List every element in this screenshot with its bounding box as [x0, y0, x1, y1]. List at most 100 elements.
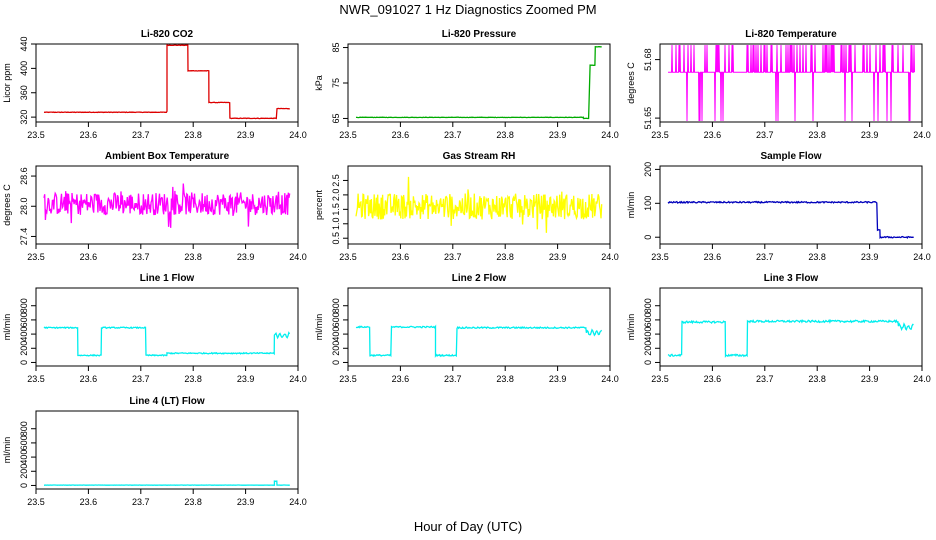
- x-tick-label: 23.6: [704, 374, 722, 384]
- x-tick-label: 23.9: [237, 130, 255, 140]
- chart-panel-10: Line 4 (LT) Flow ml/min 23.5 23.6 23.7 23.8 23…: [2, 396, 307, 507]
- x-tick-label: 24.0: [601, 252, 619, 262]
- y-tick-label: 1.0: [331, 218, 341, 231]
- y-tick-label: 400: [19, 450, 29, 465]
- x-tick-label: 23.7: [756, 374, 774, 384]
- figure-xlabel: Hour of Day (UTC): [414, 519, 522, 534]
- x-tick-label: 23.7: [756, 130, 774, 140]
- chart-panel-2: Li-820 Pressure kPa 23.5 23.6 23.7 23.8 23.9 24…: [314, 29, 619, 140]
- plot-frame: [35, 410, 299, 490]
- y-tick-label: 75: [331, 78, 341, 88]
- y-tick-label: 0: [331, 360, 341, 365]
- chart-panel-4: Ambient Box Temperature degrees C 23.5 23.6…: [2, 151, 307, 262]
- plot-frame: [35, 43, 299, 123]
- y-axis-label: percent: [314, 189, 324, 220]
- x-tick-label: 23.5: [651, 374, 669, 384]
- chart-title: Ambient Box Temperature: [105, 151, 230, 162]
- y-tick-label: 200: [643, 162, 653, 177]
- chart-title: Line 1 Flow: [140, 273, 195, 284]
- plot-frame: [347, 43, 611, 123]
- y-tick-label: 360: [19, 85, 29, 100]
- x-tick-label: 24.0: [289, 374, 307, 384]
- y-tick-label: 600: [19, 435, 29, 450]
- chart-panel-1: Li-820 CO2 Licor ppm 23.5 23.6 23.7 23.8 23.9 2…: [2, 29, 307, 140]
- y-tick-label: 65: [331, 113, 341, 123]
- panel-grid: Li-820 CO2 Licor ppm 23.5 23.6 23.7 23.8 23.9 2…: [2, 29, 931, 507]
- x-tick-label: 24.0: [913, 374, 931, 384]
- y-tick-label: 51.65: [643, 107, 653, 130]
- series-line: [43, 326, 291, 357]
- series-line: [355, 45, 602, 120]
- chart-title: Line 4 (LT) Flow: [129, 396, 205, 407]
- y-axis-label: ml/min: [626, 192, 636, 219]
- x-tick-label: 23.8: [184, 497, 202, 507]
- x-tick-label: 24.0: [289, 497, 307, 507]
- x-tick-label: 23.9: [237, 252, 255, 262]
- y-tick-label: 200: [19, 341, 29, 356]
- y-tick-label: 800: [19, 298, 29, 313]
- x-tick-label: 23.9: [237, 497, 255, 507]
- plot-frame: [659, 287, 923, 367]
- x-tick-label: 23.7: [756, 252, 774, 262]
- x-tick-label: 23.6: [80, 497, 98, 507]
- y-tick-label: 100: [643, 196, 653, 211]
- chart-title: Li-820 Pressure: [442, 29, 517, 40]
- figure-title: NWR_091027 1 Hz Diagnostics Zoomed PM: [339, 2, 596, 17]
- chart-title: Line 2 Flow: [452, 273, 507, 284]
- chart-panel-5: Gas Stream RH percent 23.5 23.6 23.7 23.8 23.9…: [314, 151, 619, 262]
- y-tick-label: 0: [19, 483, 29, 488]
- x-tick-label: 23.6: [392, 374, 410, 384]
- chart-title: Li-820 Temperature: [745, 29, 837, 40]
- plot-frame: [347, 165, 611, 245]
- series-line: [355, 324, 603, 359]
- x-tick-label: 23.6: [704, 130, 722, 140]
- y-tick-label: 51.68: [643, 48, 653, 71]
- y-tick-label: 400: [643, 327, 653, 342]
- x-tick-label: 23.5: [27, 374, 45, 384]
- plot-frame: [35, 165, 299, 245]
- y-axis-label: kPa: [314, 75, 324, 91]
- y-axis-label: ml/min: [314, 314, 324, 341]
- series-line: [43, 183, 291, 228]
- y-axis-label: degrees C: [2, 184, 12, 226]
- x-tick-label: 23.9: [549, 252, 567, 262]
- series-line: [43, 44, 290, 120]
- y-tick-label: 600: [331, 312, 341, 327]
- x-tick-label: 23.8: [496, 374, 514, 384]
- x-tick-label: 23.7: [132, 130, 150, 140]
- x-tick-label: 23.9: [861, 374, 879, 384]
- y-tick-label: 600: [643, 312, 653, 327]
- series-line: [667, 318, 914, 358]
- series-line: [668, 44, 915, 122]
- chart-panel-6: Sample Flow ml/min 23.5 23.6 23.7 23.8 23.9 24.…: [626, 151, 931, 262]
- x-tick-label: 23.5: [27, 252, 45, 262]
- x-tick-label: 23.6: [392, 130, 410, 140]
- x-tick-label: 23.7: [444, 130, 462, 140]
- x-tick-label: 24.0: [913, 130, 931, 140]
- x-tick-label: 23.9: [549, 374, 567, 384]
- y-tick-label: 800: [19, 421, 29, 436]
- y-tick-label: 27.4: [19, 228, 29, 246]
- y-tick-label: 600: [19, 312, 29, 327]
- x-tick-label: 23.8: [808, 374, 826, 384]
- y-tick-label: 200: [331, 341, 341, 356]
- x-tick-label: 23.9: [861, 252, 879, 262]
- x-tick-label: 23.7: [132, 252, 150, 262]
- x-tick-label: 23.9: [549, 130, 567, 140]
- x-tick-label: 23.8: [184, 252, 202, 262]
- y-tick-label: 28.0: [19, 197, 29, 215]
- plot-frame: [659, 165, 923, 245]
- y-tick-label: 400: [19, 61, 29, 76]
- chart-panel-8: Line 2 Flow ml/min 23.5 23.6 23.7 23.8 23.9 24.…: [314, 273, 619, 384]
- y-tick-label: 85: [331, 43, 341, 53]
- plot-frame: [659, 43, 923, 123]
- x-tick-label: 23.5: [27, 130, 45, 140]
- plot-frame: [35, 287, 299, 367]
- y-tick-label: 800: [643, 298, 653, 313]
- y-tick-label: 400: [19, 327, 29, 342]
- y-tick-label: 800: [331, 298, 341, 313]
- series-line: [44, 480, 290, 486]
- x-tick-label: 23.8: [496, 130, 514, 140]
- x-tick-label: 23.9: [861, 130, 879, 140]
